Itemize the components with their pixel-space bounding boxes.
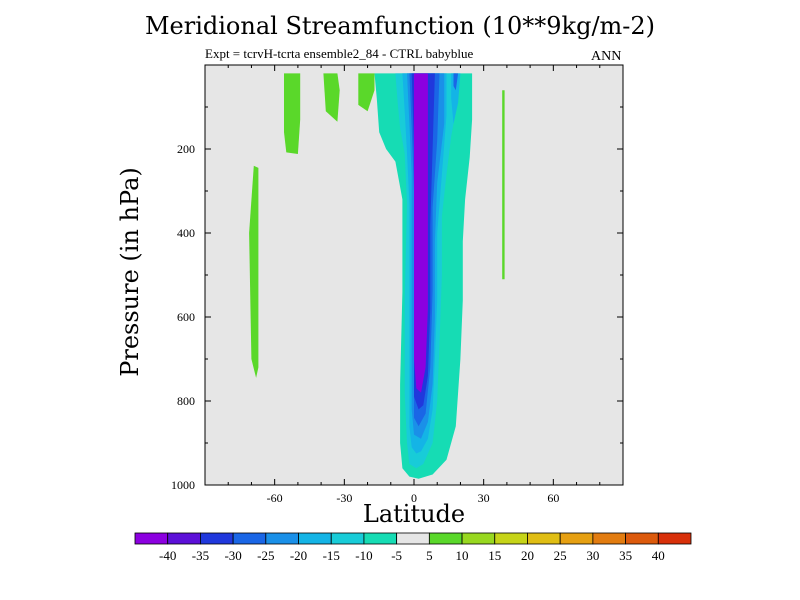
chart-subtitle: Expt = tcrvH-tcrta ensemble2_84 - CTRL b… (205, 46, 474, 61)
colorbar-label: -30 (224, 548, 241, 563)
colorbar: -40 -35 -30 -25 -20 -15 -10 -5 5 10 15 20 25 30 35 40 (134, 532, 692, 563)
colorbar-label: 20 (521, 548, 534, 563)
y-tick-label: 1000 (171, 478, 195, 492)
colorbar-swatch (461, 532, 496, 545)
colorbar-label: -10 (355, 548, 372, 563)
colorbar-label: 5 (426, 548, 433, 563)
contour-region-4 (502, 90, 505, 280)
season-label: ANN (591, 49, 622, 64)
colorbar-label: 35 (619, 548, 632, 563)
x-tick-label: -60 (267, 491, 283, 505)
contour-region-0 (284, 73, 301, 154)
colorbar-label: -35 (192, 548, 209, 563)
colorbar-swatch (363, 532, 398, 545)
chart-title: Meridional Streamfunction (10**9kg/m-2) (144, 12, 656, 40)
colorbar-swatch (167, 532, 201, 545)
colorbar-swatch (559, 532, 594, 545)
axis-tick-labels: -60 -30 0 30 60 200 400 600 800 1000 (171, 142, 559, 505)
contour-region-13 (453, 73, 459, 91)
colorbar-swatch (657, 532, 692, 545)
colorbar-swatch (265, 532, 299, 545)
x-tick-label: -30 (336, 491, 352, 505)
contour-region-11 (414, 73, 428, 393)
x-tick-label: 30 (478, 491, 490, 505)
colorbar-swatch (396, 532, 430, 545)
colorbar-label: 15 (488, 548, 501, 563)
colorbar-swatch (494, 532, 528, 545)
y-tick-label: 600 (177, 310, 195, 324)
x-tick-label: 0 (411, 491, 417, 505)
axis-ticks (204, 64, 624, 486)
y-tick-label: 800 (177, 394, 195, 408)
contour-regions (249, 73, 505, 479)
y-axis-label: Pressure (in hPa) (116, 167, 144, 377)
colorbar-swatch (232, 532, 267, 545)
colorbar-swatch (200, 532, 234, 545)
colorbar-label: -20 (290, 548, 307, 563)
colorbar-swatch (298, 532, 332, 545)
colorbar-swatch (527, 532, 561, 545)
contour-region-2 (358, 73, 375, 112)
colorbar-label: -15 (323, 548, 340, 563)
x-tick-label: 60 (547, 491, 559, 505)
contour-region-3 (249, 165, 259, 378)
colorbar-label: -40 (159, 548, 176, 563)
contour-region-1 (323, 73, 340, 122)
colorbar-label: 30 (586, 548, 599, 563)
colorbar-label: -25 (257, 548, 274, 563)
colorbar-label: -5 (391, 548, 402, 563)
y-tick-label: 200 (177, 142, 195, 156)
y-tick-label: 400 (177, 226, 195, 240)
colorbar-label: 25 (554, 548, 567, 563)
colorbar-label: 40 (652, 548, 665, 563)
colorbar-swatch (134, 532, 169, 545)
colorbar-swatch (592, 532, 626, 545)
colorbar-label: 10 (456, 548, 469, 563)
colorbar-swatch (625, 532, 659, 545)
colorbar-swatch (428, 532, 463, 545)
colorbar-swatch (330, 532, 365, 545)
x-axis-label: Latitude (362, 500, 466, 528)
